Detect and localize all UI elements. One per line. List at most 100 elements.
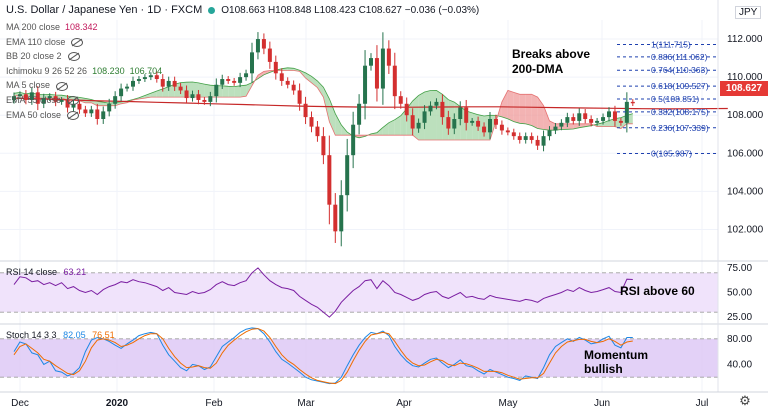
candle (309, 111, 314, 133)
rsi-legend-value: 63.21 (63, 267, 87, 277)
legend-row[interactable]: Ichimoku 9 26 52 26 108.230 106.704 (6, 64, 162, 79)
candlestick-series (12, 32, 635, 247)
stoch-tick-label: 80.00 (727, 334, 752, 345)
candle-body (41, 98, 46, 104)
cloud-segment (168, 84, 175, 98)
candle (464, 99, 469, 131)
legend-label: EMA 50 close (6, 109, 62, 120)
last-price-badge: 108.627 (720, 81, 768, 96)
grid-lines (0, 20, 718, 392)
price-tick-label: 106.000 (727, 148, 764, 159)
candle (357, 94, 362, 135)
cloud-segment (519, 94, 526, 124)
rsi-tick-label: 25.00 (727, 312, 752, 323)
cloud-segment (228, 86, 235, 98)
candle (41, 93, 46, 109)
candle-body (279, 73, 284, 81)
cloud-span-b (13, 70, 633, 141)
eye-off-icon[interactable] (67, 96, 80, 106)
price-axis[interactable]: 112.000 110.000 108.000 106.000 104.000 102.0… (727, 34, 764, 235)
legend-row[interactable]: EMA 55 close (6, 93, 162, 108)
candle (547, 126, 552, 141)
candle (232, 77, 237, 86)
cloud-segment (192, 82, 199, 98)
candle-body (398, 96, 403, 104)
pane-separators[interactable] (0, 0, 768, 393)
candle (196, 89, 201, 105)
fibonacci-retracement[interactable]: 1(111.715) 0.886(111.062) 0.764(110.363) 0.… (617, 39, 718, 159)
cloud-segment (234, 85, 241, 98)
candle-body (184, 90, 189, 99)
legend-row[interactable]: MA 5 close (6, 78, 162, 93)
candle-body (303, 103, 308, 118)
candle-body (410, 115, 415, 129)
candle (618, 117, 623, 126)
candle-body (464, 107, 469, 123)
candle-body (624, 101, 629, 123)
candle-body (571, 117, 576, 121)
candle-body (482, 126, 487, 133)
candle-body (214, 84, 219, 97)
legend-label: BB 20 close 2 (6, 51, 62, 62)
cloud-segment (162, 86, 169, 98)
candle-body (232, 80, 237, 83)
candle (559, 119, 564, 131)
candle-body (166, 80, 171, 87)
eye-off-icon[interactable] (71, 37, 84, 47)
candle (208, 91, 213, 107)
time-tick-label: Apr (396, 398, 412, 409)
candle (488, 112, 492, 140)
candle (458, 101, 463, 126)
candle (553, 123, 558, 135)
time-tick-label: May (499, 398, 518, 409)
candle-body (434, 101, 439, 106)
candle-body (380, 48, 385, 89)
time-axis[interactable]: Dec 2020 Feb Mar Apr May Jun Jul (11, 398, 708, 409)
candle-body (238, 77, 243, 83)
cloud-segment (507, 90, 514, 122)
cloud-segment (543, 105, 550, 131)
candle (398, 91, 403, 109)
candle (303, 96, 308, 125)
candle-body (339, 195, 344, 232)
legend-row[interactable]: MA 200 close 108.342 (6, 20, 162, 35)
fib-level-label: 0(105.987) (651, 149, 692, 159)
candle (345, 138, 350, 212)
candle (95, 103, 100, 125)
candle-body (255, 39, 260, 53)
legend-row[interactable]: EMA 50 close (6, 108, 162, 123)
fib-level-label: 0.382(108.175) (651, 107, 709, 117)
annotation-rsi: RSI above 60 (620, 284, 695, 298)
candle (101, 106, 106, 124)
legend-label: EMA 110 close (6, 36, 66, 47)
candle (517, 132, 522, 144)
eye-off-icon[interactable] (67, 52, 80, 62)
annotation-momentum: Momentum bullish (584, 348, 648, 376)
candle (131, 76, 135, 91)
candle-body (71, 103, 76, 108)
candle (89, 105, 94, 117)
rsi-band (0, 272, 718, 313)
legend-row[interactable]: BB 20 close 2 (6, 49, 162, 64)
time-tick-label: Dec (11, 398, 29, 409)
cloud-segment (335, 113, 342, 136)
legend-value: 108.342 (65, 22, 98, 32)
cloud-span-a (13, 67, 633, 139)
settings-gear-icon[interactable]: ⚙ (739, 393, 751, 408)
candle-body (208, 96, 213, 102)
candle-body (529, 136, 534, 140)
candle (583, 109, 588, 124)
time-tick-label: Mar (297, 398, 315, 409)
legend-row[interactable]: EMA 110 close (6, 35, 162, 50)
candle (250, 42, 254, 83)
eye-off-icon[interactable] (67, 110, 80, 120)
candle-body (458, 107, 463, 120)
candle (17, 91, 22, 100)
symbol-title[interactable]: U.S. Dollar / Japanese Yen · 1D · FXCM (6, 4, 203, 16)
candle-body (226, 79, 231, 81)
candle-body (142, 77, 147, 80)
eye-off-slash (68, 52, 79, 61)
candle-body (589, 119, 594, 123)
eye-off-icon[interactable] (56, 81, 69, 91)
